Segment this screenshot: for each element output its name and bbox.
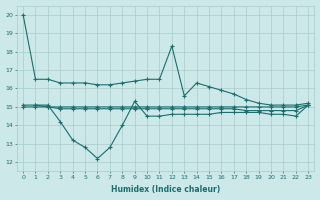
- X-axis label: Humidex (Indice chaleur): Humidex (Indice chaleur): [111, 185, 220, 194]
